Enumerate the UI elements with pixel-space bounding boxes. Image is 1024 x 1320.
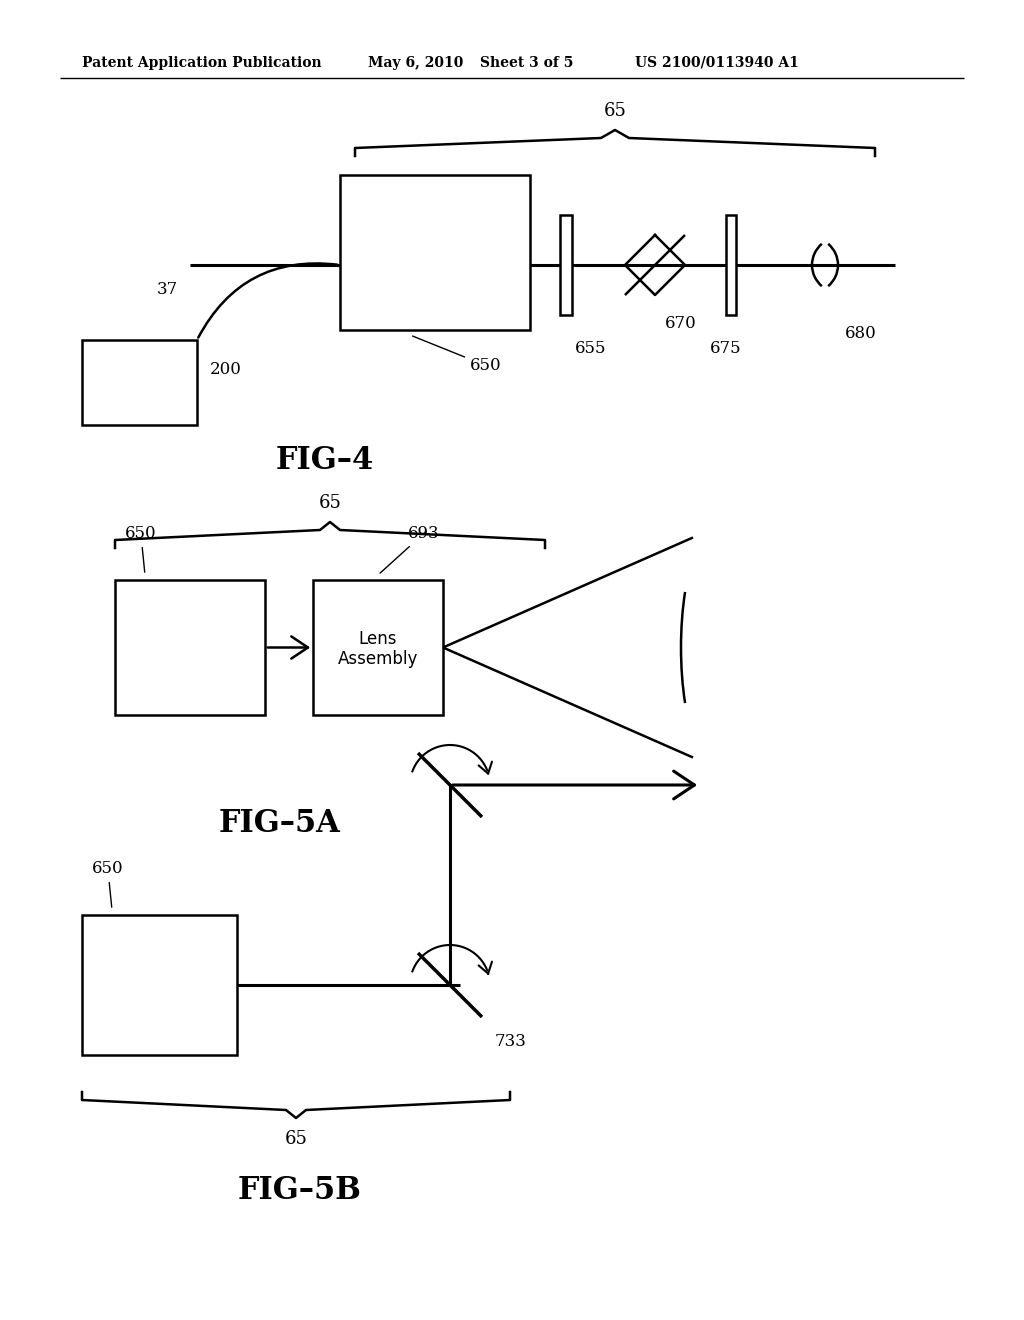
Bar <box>726 215 736 315</box>
Text: 670: 670 <box>665 315 696 333</box>
Text: 675: 675 <box>711 341 741 356</box>
Text: 655: 655 <box>575 341 606 356</box>
Text: Assembly: Assembly <box>338 651 418 668</box>
Bar <box>560 215 572 315</box>
Text: 200: 200 <box>210 362 242 379</box>
Text: 650: 650 <box>92 861 124 907</box>
Text: Patent Application Publication: Patent Application Publication <box>82 55 322 70</box>
Bar <box>313 579 443 715</box>
Text: 680: 680 <box>845 325 877 342</box>
Text: 693: 693 <box>380 525 439 573</box>
Text: FIG–4: FIG–4 <box>275 445 374 477</box>
Text: FIG–5B: FIG–5B <box>238 1175 361 1206</box>
Bar <box>340 176 530 330</box>
Text: 650: 650 <box>413 337 502 374</box>
Text: 65: 65 <box>285 1130 307 1148</box>
Text: 65: 65 <box>318 494 341 512</box>
Text: Sheet 3 of 5: Sheet 3 of 5 <box>480 55 573 70</box>
Text: 37: 37 <box>157 281 178 298</box>
Bar <box>82 341 197 425</box>
Bar <box>82 915 237 1055</box>
Text: Lens: Lens <box>358 631 397 648</box>
Text: 650: 650 <box>125 525 157 573</box>
Text: May 6, 2010: May 6, 2010 <box>368 55 464 70</box>
Bar <box>115 579 265 715</box>
Text: 65: 65 <box>603 102 627 120</box>
Text: US 2100/0113940 A1: US 2100/0113940 A1 <box>635 55 799 70</box>
Text: FIG–5A: FIG–5A <box>219 808 341 840</box>
Text: 733: 733 <box>495 1034 527 1049</box>
